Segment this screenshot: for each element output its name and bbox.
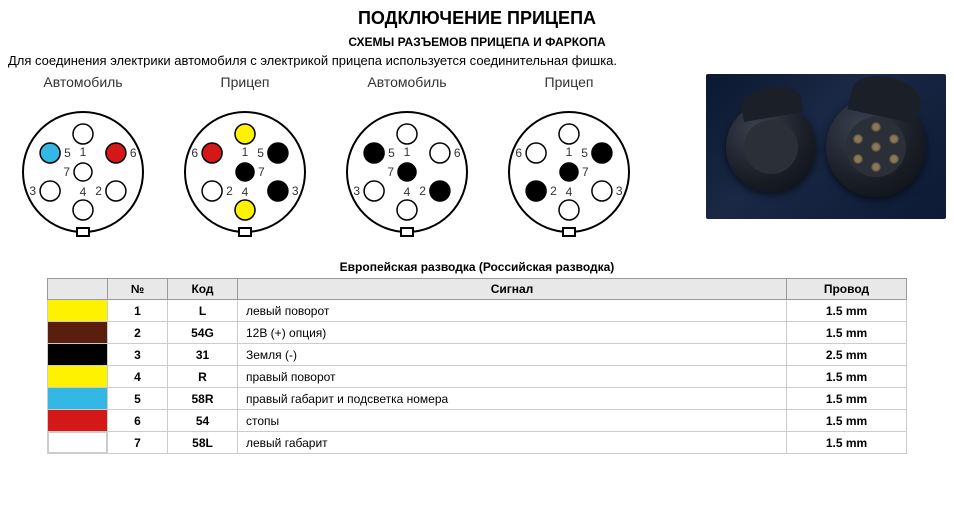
connector-diagram: Автомобиль 1 2 3 4 5 6 7 bbox=[8, 74, 158, 242]
wire-gauge: 1.5 mm bbox=[787, 300, 907, 322]
wire-color bbox=[48, 366, 108, 388]
svg-text:3: 3 bbox=[353, 184, 360, 198]
table-row: 558Rправый габарит и подсветка номера1.5… bbox=[48, 388, 907, 410]
table-row: 4Rправый поворот1.5 mm bbox=[48, 366, 907, 388]
svg-text:6: 6 bbox=[454, 146, 461, 160]
col-header: Сигнал bbox=[238, 279, 787, 300]
plug-illustration bbox=[726, 102, 816, 192]
signal-desc: левый поворот bbox=[238, 300, 787, 322]
description: Для соединения электрики автомобиля с эл… bbox=[0, 51, 954, 74]
wire-color bbox=[48, 344, 108, 366]
wire-gauge: 1.5 mm bbox=[787, 388, 907, 410]
table-row: 254G12В (+) опция)1.5 mm bbox=[48, 322, 907, 344]
svg-text:3: 3 bbox=[29, 184, 36, 198]
wire-color bbox=[48, 432, 108, 454]
pin-code: 31 bbox=[168, 344, 238, 366]
pin-number: 7 bbox=[108, 432, 168, 454]
svg-text:7: 7 bbox=[258, 165, 265, 179]
signal-desc: правый габарит и подсветка номера bbox=[238, 388, 787, 410]
col-color bbox=[48, 279, 108, 300]
svg-text:1: 1 bbox=[242, 145, 249, 159]
col-header: Код bbox=[168, 279, 238, 300]
col-header: № bbox=[108, 279, 168, 300]
wiring-table: №КодСигналПровод 1Lлевый поворот1.5 mm25… bbox=[47, 278, 907, 454]
wiring-table-block: Европейская разводка (Российская разводк… bbox=[47, 260, 907, 454]
connector-diagram: Автомобиль 1 2 3 4 5 6 7 bbox=[332, 74, 482, 242]
svg-text:5: 5 bbox=[64, 146, 71, 160]
wire-gauge: 1.5 mm bbox=[787, 410, 907, 432]
svg-text:3: 3 bbox=[292, 184, 299, 198]
connector-label: Прицеп bbox=[545, 74, 594, 90]
signal-desc: 12В (+) опция) bbox=[238, 322, 787, 344]
svg-text:2: 2 bbox=[419, 184, 426, 198]
svg-text:4: 4 bbox=[80, 185, 87, 199]
svg-text:2: 2 bbox=[550, 184, 557, 198]
wire-color bbox=[48, 300, 108, 322]
wire-gauge: 1.5 mm bbox=[787, 432, 907, 454]
connector-label: Прицеп bbox=[221, 74, 270, 90]
pin-number: 1 bbox=[108, 300, 168, 322]
pin-number: 5 bbox=[108, 388, 168, 410]
svg-text:7: 7 bbox=[63, 165, 70, 179]
svg-text:5: 5 bbox=[581, 146, 588, 160]
signal-desc: Земля (-) bbox=[238, 344, 787, 366]
table-row: 758Lлевый габарит1.5 mm bbox=[48, 432, 907, 454]
page-title: ПОДКЛЮЧЕНИЕ ПРИЦЕПА bbox=[0, 0, 954, 33]
pin-number: 2 bbox=[108, 322, 168, 344]
subtitle: СХЕМЫ РАЗЪЕМОВ ПРИЦЕПА И ФАРКОПА bbox=[0, 33, 954, 51]
diagrams-row: Автомобиль1234567Прицеп1234567Автомобиль… bbox=[0, 74, 954, 242]
svg-text:2: 2 bbox=[95, 184, 102, 198]
svg-text:4: 4 bbox=[404, 185, 411, 199]
connector-label: Автомобиль bbox=[367, 74, 446, 90]
wire-color bbox=[48, 410, 108, 432]
pin-code: 58R bbox=[168, 388, 238, 410]
wire-color bbox=[48, 322, 108, 344]
table-row: 654стопы1.5 mm bbox=[48, 410, 907, 432]
pin-number: 6 bbox=[108, 410, 168, 432]
wire-gauge: 1.5 mm bbox=[787, 366, 907, 388]
signal-desc: левый габарит bbox=[238, 432, 787, 454]
svg-text:6: 6 bbox=[515, 146, 522, 160]
svg-text:7: 7 bbox=[387, 165, 394, 179]
svg-text:6: 6 bbox=[130, 146, 137, 160]
svg-text:6: 6 bbox=[191, 146, 198, 160]
col-header: Провод bbox=[787, 279, 907, 300]
pin-code: 54G bbox=[168, 322, 238, 344]
table-row: 331Земля (-)2.5 mm bbox=[48, 344, 907, 366]
pin-code: R bbox=[168, 366, 238, 388]
connector-diagram: Прицеп 1 2 3 4 5 6 7 bbox=[494, 74, 644, 242]
table-row: 1Lлевый поворот1.5 mm bbox=[48, 300, 907, 322]
svg-text:1: 1 bbox=[80, 145, 87, 159]
pin-code: 58L bbox=[168, 432, 238, 454]
svg-text:1: 1 bbox=[404, 145, 411, 159]
pin-number: 3 bbox=[108, 344, 168, 366]
svg-text:7: 7 bbox=[582, 165, 589, 179]
svg-text:3: 3 bbox=[616, 184, 623, 198]
pin-code: L bbox=[168, 300, 238, 322]
wire-gauge: 2.5 mm bbox=[787, 344, 907, 366]
connector-label: Автомобиль bbox=[43, 74, 122, 90]
svg-text:4: 4 bbox=[566, 185, 573, 199]
signal-desc: правый поворот bbox=[238, 366, 787, 388]
socket-illustration bbox=[826, 97, 926, 197]
svg-text:1: 1 bbox=[566, 145, 573, 159]
svg-text:4: 4 bbox=[242, 185, 249, 199]
wire-color bbox=[48, 388, 108, 410]
svg-text:5: 5 bbox=[388, 146, 395, 160]
table-caption: Европейская разводка (Российская разводк… bbox=[47, 260, 907, 278]
svg-text:2: 2 bbox=[226, 184, 233, 198]
connector-photo bbox=[706, 74, 946, 219]
pin-number: 4 bbox=[108, 366, 168, 388]
connector-diagram: Прицеп 1 2 3 4 5 6 7 bbox=[170, 74, 320, 242]
svg-text:5: 5 bbox=[257, 146, 264, 160]
signal-desc: стопы bbox=[238, 410, 787, 432]
pin-code: 54 bbox=[168, 410, 238, 432]
wire-gauge: 1.5 mm bbox=[787, 322, 907, 344]
